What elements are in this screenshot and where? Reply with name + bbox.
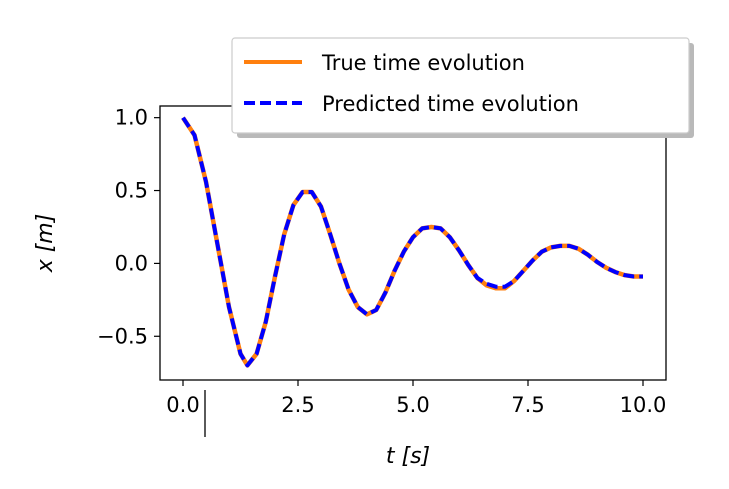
x-tick-label: 2.5 [281,393,314,417]
legend: True time evolution Predicted time evolu… [231,37,694,138]
legend-label-true: True time evolution [321,51,525,75]
series-line-1 [181,116,643,368]
series-line-0 [181,116,643,368]
y-tick-label: 1.0 [115,106,148,130]
x-tick-label: 5.0 [396,393,429,417]
y-axis-ticks: 1.0 0.5 0.0 −0.5 [97,106,160,348]
x-tick-label: 7.5 [511,393,544,417]
legend-label-predicted: Predicted time evolution [322,92,579,116]
x-axis-label: t [s] [386,444,430,469]
x-tick-label: 0.0 [166,393,199,417]
series-layer [181,116,643,368]
x-axis-ticks: 0.0 2.5 5.0 7.5 10.0 [166,380,666,417]
y-tick-label: 0.5 [115,179,148,203]
y-axis-label: x [m] [33,214,58,274]
y-tick-label: −0.5 [97,324,148,348]
y-tick-label: 0.0 [115,251,148,275]
x-tick-label: 10.0 [620,393,667,417]
legend-box [231,37,690,134]
